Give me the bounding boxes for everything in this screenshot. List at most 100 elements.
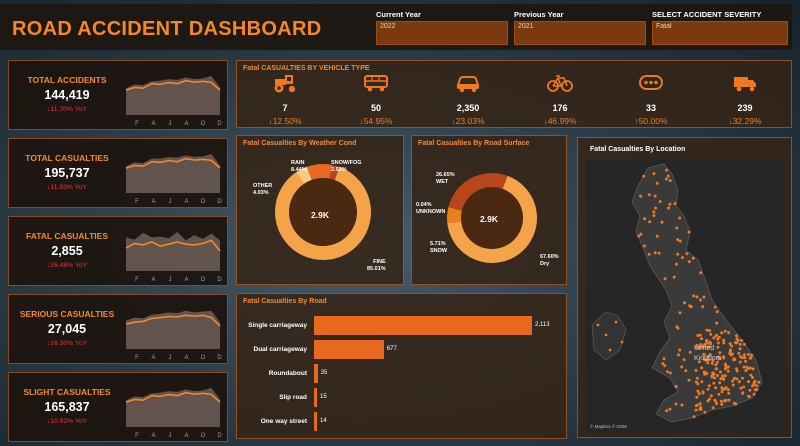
- kpi-card-fatal-casualties[interactable]: FATAL CASUALTIES 2,855 ↓26.48% YoY F A J A O…: [8, 216, 228, 286]
- donut-slice-wet[interactable]: [448, 173, 508, 211]
- casualty-dot: [662, 357, 666, 361]
- casualty-dot: [746, 353, 750, 356]
- severity-select[interactable]: Fatal: [652, 21, 788, 45]
- casualty-dot: [722, 356, 726, 360]
- road-bar[interactable]: [314, 364, 318, 383]
- vehicle-change: ↓46.99%: [543, 116, 577, 126]
- surface-donut-chart[interactable]: [446, 172, 538, 264]
- snow-label: SNOW: [430, 248, 448, 254]
- casualty-dot: [694, 408, 698, 412]
- fine-label: FINE: [373, 259, 386, 265]
- casualty-dot: [680, 365, 684, 369]
- other-pct: 4.03%: [253, 190, 269, 196]
- month-tick: A: [184, 199, 188, 205]
- current-year-line: [125, 314, 221, 327]
- casualty-dot: [724, 364, 728, 368]
- casualty-dot: [721, 374, 724, 378]
- casualty-dot: [652, 210, 656, 214]
- casualty-dot: [730, 352, 734, 356]
- casualty-dot: [676, 252, 680, 256]
- casualty-dot: [755, 388, 759, 392]
- kpi-card-total-accidents[interactable]: TOTAL ACCIDENTS 144,419 ↓11.70% YoY F A J A…: [8, 60, 228, 130]
- casualty-dot: [709, 342, 713, 346]
- casualty-dot: [706, 399, 710, 403]
- casualty-dot: [676, 238, 680, 242]
- casualty-dot: [709, 394, 713, 398]
- casualty-dot: [709, 332, 713, 336]
- vehicle-item-van[interactable]: 239 ↓32.29%: [710, 73, 780, 126]
- month-tick: A: [151, 199, 155, 205]
- kpi-card-total-casualties[interactable]: TOTAL CASUALTIES 195,737 ↓11.93% YoY F A J…: [8, 138, 228, 208]
- bus-icon: [364, 75, 388, 92]
- donut-slice-snow-fog[interactable]: [329, 164, 340, 181]
- casualty-dot: [706, 355, 710, 358]
- road-bar[interactable]: [314, 340, 384, 359]
- vehicle-item-bike[interactable]: 176 ↓46.99%: [525, 73, 595, 126]
- vehicle-item-bus[interactable]: 50 ↓54.95%: [341, 73, 411, 126]
- donut-slice-unknown[interactable]: [448, 207, 462, 211]
- casualty-dot: [720, 390, 724, 394]
- severity-filter[interactable]: SELECT ACCIDENT SEVERITY Fatal: [652, 10, 788, 46]
- casualty-dot: [697, 392, 701, 396]
- road-bar[interactable]: [314, 388, 317, 407]
- casualty-dot: [738, 347, 742, 351]
- previous-year-select[interactable]: 2021: [514, 21, 646, 45]
- weather-other-label: OTHER 4.03%: [253, 183, 272, 197]
- road-bar[interactable]: [314, 412, 317, 431]
- wet-pct: 26.65%: [436, 172, 455, 178]
- road-bar-label: Roundabout: [268, 370, 307, 377]
- donut-slice-fine[interactable]: [275, 166, 371, 260]
- casualty-dot: [694, 369, 698, 372]
- vehicle-item-car[interactable]: 2,350 ↓23.03%: [433, 73, 503, 126]
- weather-rain-label: RAIN 8.44%: [291, 160, 307, 174]
- donut-slice-other[interactable]: [296, 166, 312, 184]
- casualty-dot: [688, 304, 692, 308]
- kpi-card-serious-casualties[interactable]: SERIOUS CASUALTIES 27,045 ↓16.30% YoY F A…: [8, 294, 228, 364]
- donut-slice-rain[interactable]: [307, 164, 333, 180]
- map-place-line2: Kingdom: [694, 355, 722, 362]
- casualty-dot: [666, 174, 670, 178]
- road-bar[interactable]: [314, 316, 532, 335]
- casualty-dot: [663, 364, 667, 368]
- current-year-line: [125, 391, 221, 403]
- casualty-dot: [734, 340, 738, 344]
- casualty-dot: [677, 353, 680, 357]
- current-year-select[interactable]: 2022: [376, 21, 508, 45]
- map-place-line1: United: [694, 345, 714, 352]
- vehicle-item-agricultural[interactable]: 7 ↓12.50%: [250, 73, 320, 126]
- casualty-dot: [735, 369, 739, 373]
- casualty-dot: [755, 384, 759, 388]
- casualty-dot: [637, 234, 641, 238]
- road-bar-label: Single carriageway: [248, 322, 307, 329]
- casualty-dot: [702, 353, 706, 357]
- casualty-dot: [718, 370, 722, 374]
- vehicle-item-others[interactable]: 33 ↑50.00%: [616, 73, 686, 126]
- casualty-dot: [733, 401, 736, 405]
- casualty-dot: [719, 377, 723, 381]
- casualty-dot: [720, 402, 724, 406]
- month-tick: J: [169, 121, 172, 127]
- map-canvas[interactable]: United Kingdom © Mapbox © OSM: [586, 160, 786, 432]
- casualty-dot: [706, 387, 710, 391]
- current-year-filter[interactable]: Current Year 2022: [376, 10, 508, 46]
- casualty-dot: [737, 351, 741, 355]
- donut-slice-snow[interactable]: [447, 207, 462, 224]
- casualty-dot: [707, 358, 711, 362]
- kpi-card-slight-casualties[interactable]: SLIGHT CASUALTIES 165,837 ↓10.92% YoY F A…: [8, 372, 228, 442]
- weather-donut-chart[interactable]: [273, 162, 373, 262]
- donut-slice-dry[interactable]: [447, 175, 537, 263]
- uk-map[interactable]: United Kingdom: [586, 160, 786, 432]
- previous-year-filter[interactable]: Previous Year 2021: [514, 10, 646, 46]
- casualty-dot: [706, 361, 710, 365]
- casualty-dot: [684, 369, 688, 373]
- previous-year-area: [126, 388, 220, 427]
- casualty-dot: [705, 339, 709, 342]
- casualty-dot: [700, 366, 704, 370]
- previous-year-area: [126, 76, 220, 115]
- vehicle-type-panel: Fatal CASUALTIES BY VEHICLE TYPE 7 ↓12.5…: [236, 60, 792, 128]
